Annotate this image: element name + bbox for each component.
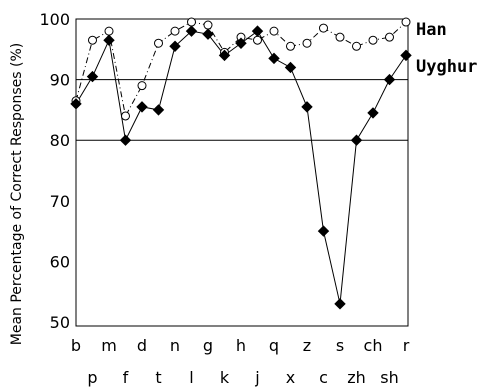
point-han	[335, 32, 345, 42]
x-tick-label: ch	[364, 336, 383, 355]
point-han	[352, 41, 361, 51]
x-tick-label: n	[170, 336, 180, 355]
x-tick-label: g	[203, 336, 213, 355]
x-tick-label: z	[303, 336, 311, 355]
point-han	[104, 26, 114, 36]
series-line-uyghur	[75, 30, 407, 304]
legend: Han Uyghur	[416, 20, 477, 77]
y-axis-label: Mean Percentage of Correct Responses (%)	[9, 43, 25, 346]
point-uyghur	[218, 49, 231, 62]
x-tick-label: p	[87, 368, 97, 387]
point-uyghur	[70, 98, 82, 110]
point-uyghur	[235, 37, 247, 49]
x-tick-label: f	[123, 368, 129, 387]
point-han	[203, 20, 213, 30]
point-uyghur	[251, 25, 264, 37]
point-uyghur	[152, 104, 165, 116]
point-han	[88, 35, 97, 45]
grid-layer	[76, 79, 408, 141]
point-uyghur	[86, 70, 99, 83]
x-tick-label: m	[101, 336, 117, 355]
x-tick-label: j	[254, 368, 259, 387]
point-han	[269, 26, 279, 36]
point-han	[187, 17, 196, 27]
point-uyghur	[185, 25, 198, 37]
y-tick-label: 50	[50, 313, 70, 332]
point-uyghur	[202, 28, 214, 40]
x-tick-label: t	[155, 368, 161, 387]
y-tick-label: 60	[50, 252, 70, 271]
series-markers	[70, 17, 412, 310]
point-han	[319, 23, 328, 33]
point-han	[253, 35, 262, 45]
x-tick-label: l	[189, 368, 193, 387]
y-tick-label: 70	[50, 192, 70, 211]
point-han	[170, 26, 180, 36]
y-tick-label: 90	[50, 71, 70, 90]
point-uyghur	[317, 225, 330, 237]
point-uyghur	[268, 52, 280, 65]
point-uyghur	[367, 107, 379, 119]
plot-frame	[75, 18, 409, 327]
point-han	[154, 38, 163, 48]
legend-label-han: Han	[416, 20, 447, 40]
x-tick-label: r	[403, 336, 410, 355]
x-tick-label: zh	[347, 368, 366, 387]
point-uyghur	[103, 34, 115, 46]
point-han	[302, 38, 312, 48]
point-han	[368, 35, 378, 45]
x-tick-label: s	[336, 336, 344, 355]
point-uyghur	[284, 61, 297, 74]
point-uyghur	[400, 49, 412, 62]
point-uyghur	[169, 40, 181, 52]
point-uyghur	[301, 101, 313, 113]
x-tick-label: c	[319, 368, 328, 387]
legend-label-uyghur: Uyghur	[416, 57, 477, 77]
point-han	[121, 111, 130, 121]
series-lines	[75, 21, 407, 304]
y-tick-labels: 50 60 70 80 90 100	[39, 10, 70, 332]
x-tick-label: k	[220, 368, 230, 387]
point-uyghur	[350, 134, 363, 146]
x-tick-label: sh	[380, 368, 398, 387]
x-tick-label: x	[286, 368, 295, 387]
y-tick-label: 80	[50, 131, 70, 150]
x-tick-label: q	[269, 336, 279, 355]
point-han	[137, 81, 147, 91]
point-han	[286, 41, 295, 51]
x-tick-label: d	[137, 336, 147, 355]
point-uyghur	[383, 73, 396, 86]
point-han	[401, 17, 411, 27]
y-tick-label: 100	[39, 10, 70, 29]
point-uyghur	[334, 298, 346, 310]
point-uyghur	[119, 134, 132, 146]
x-tick-label: h	[236, 336, 246, 355]
point-uyghur	[136, 101, 148, 113]
point-han	[385, 32, 394, 42]
x-tick-label: b	[71, 336, 81, 355]
